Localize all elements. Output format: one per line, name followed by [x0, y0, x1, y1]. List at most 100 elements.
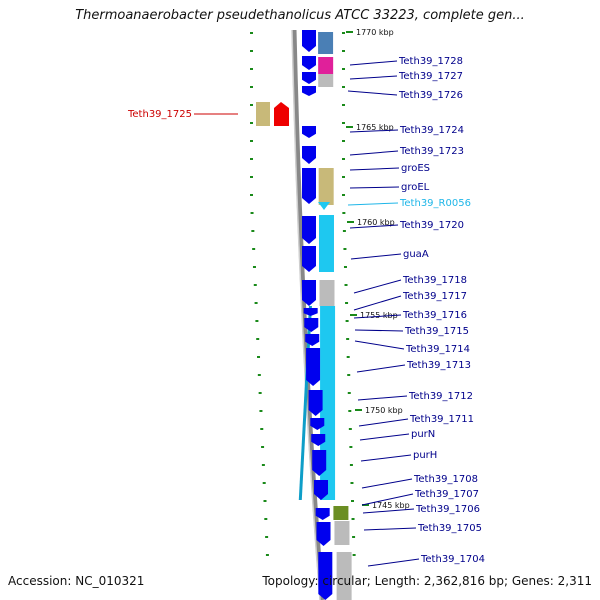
kbp-label: 1770 kbp: [356, 28, 394, 37]
gene-label-leader: [349, 186, 400, 189]
forward-gene-arrow: [302, 146, 316, 164]
scale-tick-right: [352, 554, 356, 556]
scale-tick-right: [351, 518, 355, 520]
gene-label-leader: [349, 167, 400, 171]
gene-label: Teth39_1716: [402, 310, 467, 321]
gene-label: Teth39_1707: [414, 489, 479, 500]
scale-tick-right: [346, 356, 350, 358]
scale-tick-left: [256, 338, 260, 340]
scale-tick-left: [258, 392, 262, 394]
gene-label-leader: [367, 558, 420, 567]
kbp-tick: [362, 504, 369, 506]
gene-label: purN: [411, 429, 435, 440]
scale-tick-left: [250, 212, 254, 214]
scale-tick-right: [342, 158, 345, 160]
gene-label-leader: [354, 329, 404, 332]
scale-tick-left: [263, 500, 267, 502]
kbp-tick: [346, 126, 353, 128]
cog-band-0: [318, 32, 334, 54]
gene-label-leader: [359, 433, 410, 441]
scale-tick-left: [250, 158, 253, 160]
gene-label: groES: [401, 163, 430, 174]
scale-tick-left: [250, 50, 253, 52]
scale-tick-left: [250, 104, 253, 106]
forward-gene-arrow: [302, 168, 316, 204]
scale-tick-left: [259, 410, 263, 412]
gene-label: Teth39_1726: [398, 90, 463, 101]
gene-label-leader: [349, 150, 399, 156]
gene-label-leader: [349, 75, 398, 80]
gene-label: Teth39_1714: [405, 344, 470, 355]
scale-tick-right: [351, 500, 354, 502]
cog-band-1: [318, 57, 334, 74]
cog-band-4: [318, 215, 334, 272]
gene-label: Teth39_1712: [408, 391, 473, 402]
forward-gene-arrow: [302, 72, 316, 84]
gene-label: Teth39_1715: [404, 326, 469, 337]
kbp-label: 1760 kbp: [357, 218, 395, 227]
scale-tick-right: [342, 212, 346, 214]
scale-tick-right: [342, 68, 345, 70]
genome-backbone: [291, 29, 325, 600]
scale-tick-left: [252, 248, 256, 250]
scale-tick-right: [350, 482, 354, 484]
scale-tick-left: [250, 86, 253, 88]
scale-tick-right: [348, 410, 352, 412]
cog-band-2: [318, 74, 334, 87]
forward-gene-arrow: [302, 246, 316, 272]
gene-label: Teth39_1717: [402, 291, 467, 302]
accession-label: Accession: NC_010321: [8, 574, 145, 588]
gene-label-leader: [353, 314, 402, 319]
forward-gene-arrow: [302, 216, 316, 244]
gene-label-leader: [353, 279, 402, 294]
scale-tick-left: [250, 32, 253, 34]
scale-tick-right: [349, 464, 353, 466]
gene-label: Teth39_R0056: [399, 198, 471, 209]
scale-tick-right: [344, 284, 348, 286]
scale-tick-right: [342, 122, 345, 124]
forward-gene-arrow: [310, 418, 325, 430]
forward-gene-arrow: [308, 390, 323, 416]
kbp-tick: [355, 409, 362, 411]
gene-label: groEL: [401, 182, 430, 193]
kbp-tick: [350, 314, 357, 316]
scale-tick-right: [345, 320, 349, 322]
gene-label-leader: [354, 340, 405, 350]
cog-band-5: [319, 280, 335, 306]
scale-tick-right: [347, 374, 351, 376]
kbp-label: 1755 kbp: [360, 311, 398, 320]
scale-tick-left: [250, 140, 253, 142]
gene-label-leader: [362, 508, 415, 514]
forward-gene-arrow: [306, 348, 321, 386]
scale-tick-left: [264, 518, 268, 520]
scale-tick-left: [265, 554, 269, 556]
reverse-gene-cog-band: [256, 102, 270, 126]
gene-label-leader: [349, 129, 399, 133]
reverse-gene-arrow: [274, 102, 289, 126]
forward-gene-arrow: [305, 334, 320, 346]
gene-label-leader: [361, 478, 413, 489]
kbp-label: 1765 kbp: [356, 123, 394, 132]
scale-tick-right: [342, 86, 345, 88]
gene-label-leader: [360, 454, 412, 462]
scale-tick-left: [250, 176, 253, 178]
scale-tick-left: [257, 356, 261, 358]
forward-gene-arrow: [311, 434, 326, 446]
topology-label: Topology: circular; Length: 2,362,816 bp…: [262, 574, 592, 588]
kbp-tick: [347, 221, 354, 223]
gene-label: Teth39_1704: [420, 554, 485, 565]
forward-gene-arrow: [316, 522, 331, 546]
forward-gene-arrow: [302, 56, 316, 70]
forward-gene-arrow: [314, 480, 328, 500]
rna-gene-marker: [318, 202, 330, 210]
forward-gene-arrow: [318, 552, 333, 600]
scale-tick-left: [252, 266, 256, 268]
scale-tick-left: [254, 302, 258, 304]
gene-label: Teth39_1728: [398, 56, 463, 67]
gene-label-leader: [350, 253, 402, 260]
scale-tick-right: [342, 140, 345, 142]
gene-label: Teth39_1706: [415, 504, 480, 515]
scale-tick-left: [257, 374, 261, 376]
forward-gene-arrow: [315, 508, 330, 520]
